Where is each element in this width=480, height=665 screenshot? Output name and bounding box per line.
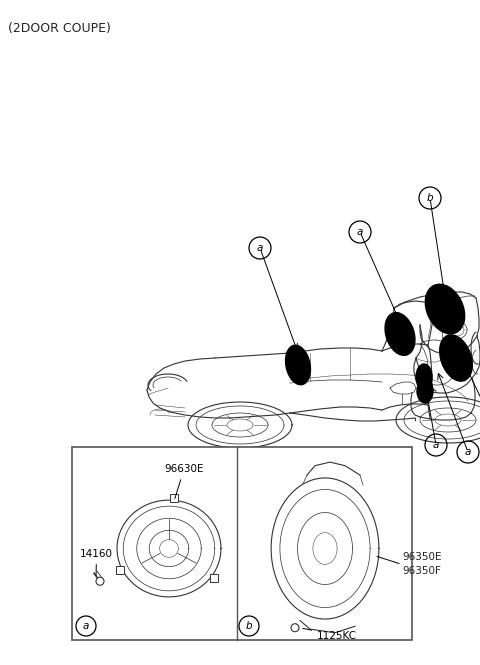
Bar — [72, 447, 412, 640]
Ellipse shape — [416, 364, 432, 390]
Text: 96630E: 96630E — [164, 464, 204, 499]
Ellipse shape — [440, 335, 472, 381]
Text: 96350E: 96350E — [402, 551, 442, 561]
Ellipse shape — [425, 284, 465, 334]
Circle shape — [291, 624, 299, 632]
Text: b: b — [427, 193, 433, 203]
Text: a: a — [357, 227, 363, 237]
Text: a: a — [465, 447, 471, 457]
Ellipse shape — [286, 345, 311, 385]
Text: 14160: 14160 — [80, 549, 113, 575]
Text: a: a — [257, 243, 263, 253]
Bar — [170, 493, 178, 501]
Text: (2DOOR COUPE): (2DOOR COUPE) — [8, 22, 111, 35]
Ellipse shape — [417, 379, 433, 403]
Text: b: b — [246, 621, 252, 631]
Ellipse shape — [385, 313, 415, 355]
Bar — [116, 566, 123, 574]
Text: a: a — [83, 621, 89, 631]
Circle shape — [96, 577, 104, 585]
Text: a: a — [433, 440, 439, 450]
Bar — [210, 574, 218, 582]
Text: 1125KC: 1125KC — [303, 628, 357, 640]
Text: 96350F: 96350F — [402, 565, 441, 575]
